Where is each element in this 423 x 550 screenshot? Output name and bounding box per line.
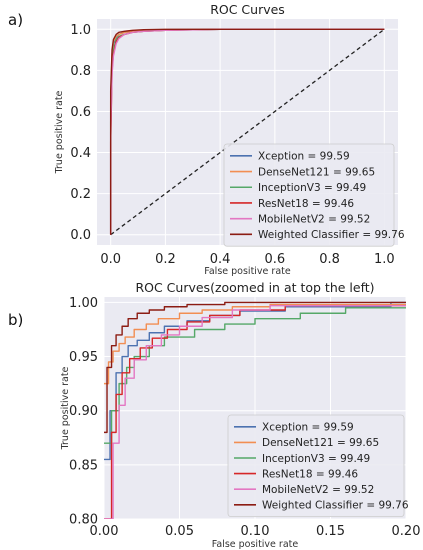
legend-entry: ResNet18 = 99.46 [262, 468, 358, 480]
legend-box [223, 143, 395, 247]
legend-entry: DenseNet121 = 99.65 [258, 166, 375, 178]
y-tick-label: 0.80 [69, 513, 98, 528]
legend-box [227, 414, 405, 517]
roc-series-2 [104, 307, 406, 444]
panel-label-b: b) [8, 311, 23, 329]
y-tick-label: 0.0 [70, 228, 91, 243]
y-axis-label: True positive rate [54, 90, 65, 174]
roc-series-4 [109, 28, 385, 235]
legend-entry: InceptionV3 = 99.49 [258, 182, 366, 194]
legend-entry: InceptionV3 = 99.49 [262, 453, 370, 465]
roc-series-0 [104, 301, 406, 461]
y-tick-label: 0.85 [69, 458, 98, 473]
y-tick-label: 0.8 [70, 64, 91, 79]
roc-series-4 [104, 304, 406, 519]
x-tick-label: 0.20 [392, 524, 421, 539]
roc-series-5 [104, 301, 406, 434]
y-tick-label: 0.95 [69, 350, 98, 365]
chance-diagonal [110, 28, 385, 236]
legend: Xception = 99.59 DenseNet121 = 99.65 Incep… [223, 143, 405, 247]
y-tick-label: 1.00 [69, 296, 98, 311]
x-tick-label: 0.0 [100, 252, 121, 267]
legend: Xception = 99.59 DenseNet121 = 99.65 Incep… [227, 414, 409, 517]
chart-title: ROC Curves [210, 2, 285, 17]
y-tick-label: 0.2 [70, 187, 91, 202]
x-tick-label: 0.10 [241, 524, 270, 539]
x-tick-label: 0.00 [90, 524, 119, 539]
x-axis-label: False positive rate [204, 266, 291, 277]
x-tick-label: 1.0 [374, 252, 395, 267]
roc-series-3 [104, 304, 406, 519]
panel-label-a: a) [8, 11, 23, 29]
legend-entry: Weighted Classifier = 99.76 [258, 229, 405, 241]
y-axis-label: True positive rate [60, 366, 71, 450]
x-tick-label: 0.4 [210, 252, 231, 267]
y-tick-label: 0.90 [69, 404, 98, 419]
legend-entry: Weighted Classifier = 99.76 [262, 500, 409, 512]
legend-entry: Xception = 99.59 [262, 422, 354, 434]
y-tick-label: 0.4 [70, 146, 91, 161]
legend-entry: ResNet18 = 99.46 [258, 198, 354, 210]
legend-entry: MobileNetV2 = 99.52 [258, 213, 370, 225]
y-tick-label: 1.0 [70, 23, 91, 38]
roc-series-5 [109, 28, 385, 235]
legend-entry: DenseNet121 = 99.65 [262, 437, 379, 449]
legend-entry: MobileNetV2 = 99.52 [262, 484, 374, 496]
x-tick-label: 0.15 [316, 524, 345, 539]
chart-title: ROC Curves(zoomed in at top the left) [135, 280, 374, 295]
x-tick-label: 0.6 [265, 252, 286, 267]
x-tick-label: 0.05 [165, 524, 194, 539]
x-axis-label: False positive rate [212, 539, 299, 550]
y-tick-label: 0.6 [70, 105, 91, 120]
x-tick-label: 0.2 [155, 252, 176, 267]
x-tick-label: 0.8 [319, 252, 340, 267]
roc-chart-zoomed: 0.00 0.05 0.10 0.15 0.20 0.80 0.85 0.90 0.95 1.00… [60, 280, 420, 550]
roc-chart-full: 0.0 0.2 0.4 0.6 0.8 1.0 0.0 0.2 0.4 0.6 0.8 1.0 ROC … [54, 2, 405, 277]
legend-entry: Xception = 99.59 [258, 151, 350, 163]
